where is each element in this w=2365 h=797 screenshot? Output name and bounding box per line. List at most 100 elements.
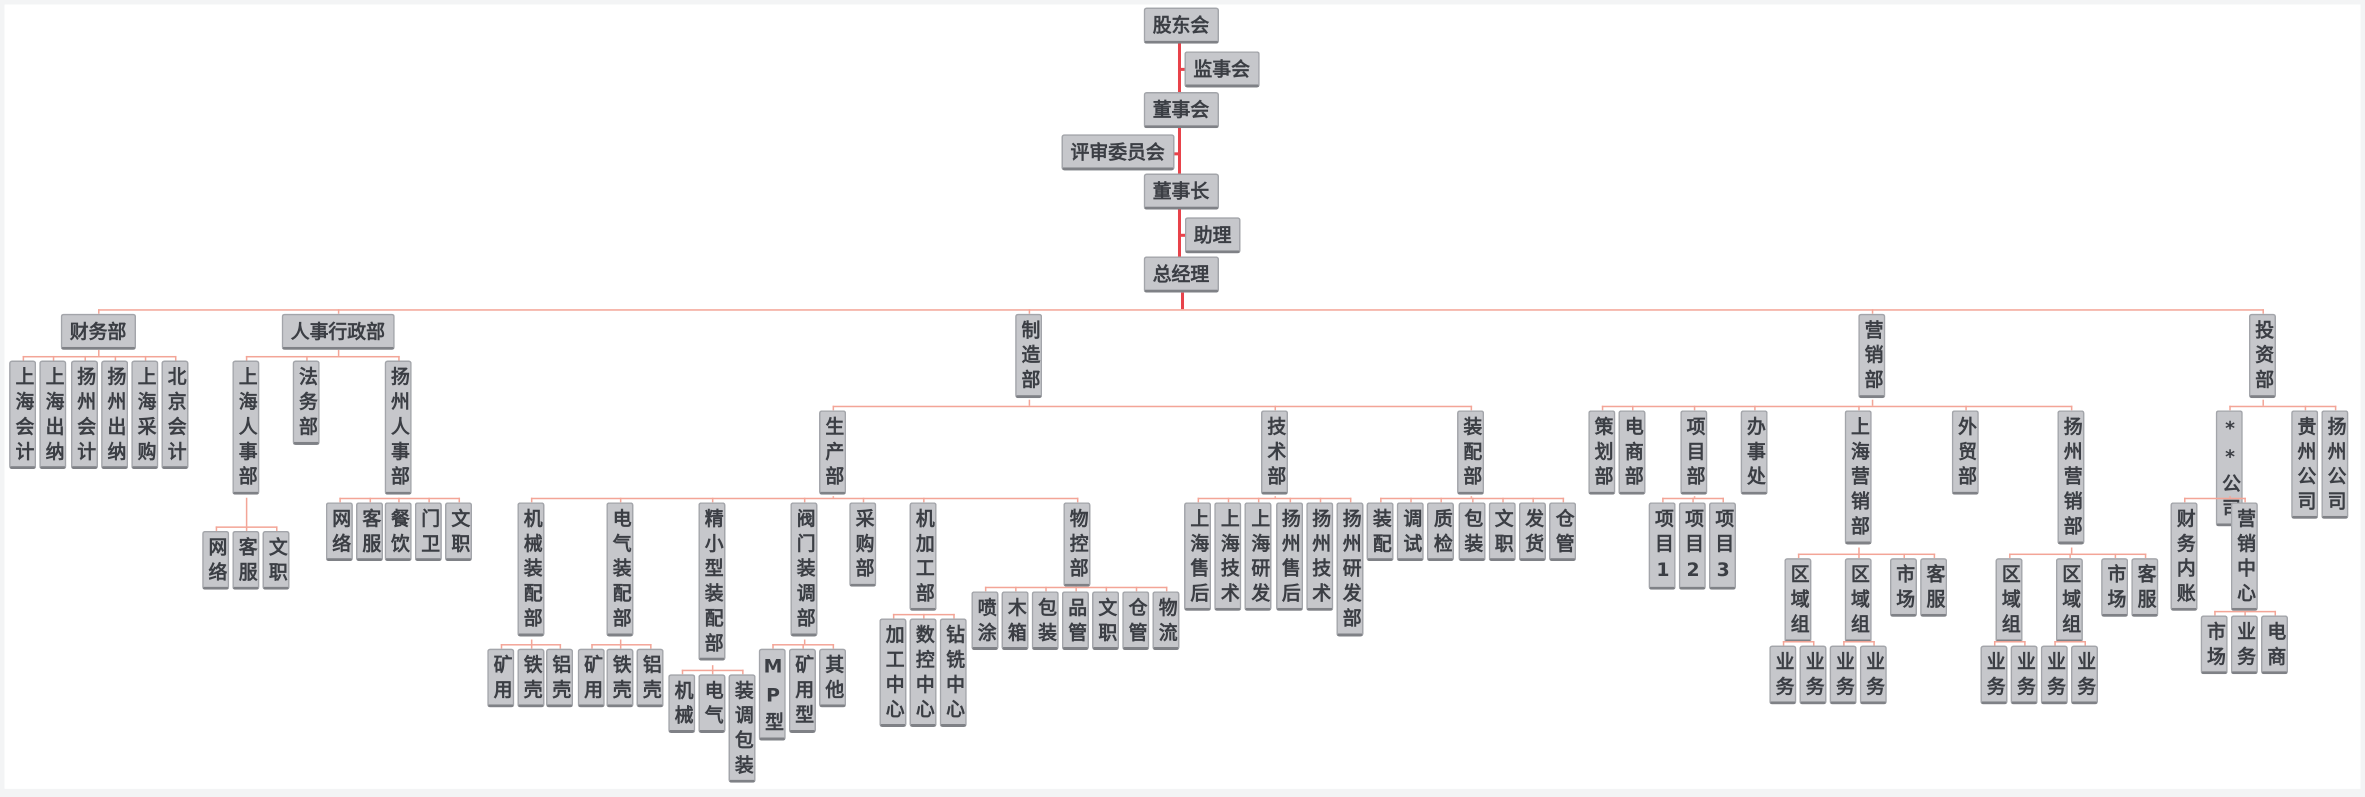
org-node[interactable]: 上海营销部 [1844, 410, 1872, 544]
org-node[interactable]: 包装 [1457, 502, 1486, 562]
org-node[interactable]: 采购部 [849, 502, 877, 586]
general-manager-node[interactable]: 总经理 [1143, 256, 1219, 293]
org-node[interactable]: 业务 [1980, 645, 2008, 705]
org-node[interactable]: 电商 [2260, 615, 2289, 675]
org-node[interactable]: 上海会计 [9, 360, 37, 470]
org-node[interactable]: MP型 [758, 648, 786, 740]
org-node[interactable]: 品管 [1061, 591, 1089, 651]
org-node[interactable]: 文职 [1488, 502, 1516, 562]
org-node[interactable]: 电商部 [1618, 410, 1646, 494]
org-node[interactable]: 客服 [232, 530, 260, 590]
org-node[interactable]: 餐饮 [384, 502, 412, 562]
org-node[interactable]: 营销部 [1858, 313, 1886, 398]
org-node[interactable]: 文职 [1092, 591, 1120, 651]
org-node[interactable]: 电气装配部 [606, 502, 634, 636]
org-node[interactable]: 业务 [2010, 645, 2038, 705]
org-node[interactable]: 矿用型 [788, 648, 816, 733]
org-node[interactable]: 铁壳 [606, 648, 634, 708]
org-node[interactable]: 业务 [2230, 615, 2258, 675]
org-node[interactable]: 投资部 [2248, 313, 2277, 398]
org-node[interactable]: 区域组 [1784, 558, 1812, 642]
org-node[interactable]: 项目3 [1708, 502, 1737, 590]
org-node[interactable]: 网络 [325, 502, 353, 562]
org-node[interactable]: 业务 [1769, 645, 1797, 705]
org-node[interactable]: 喷涂 [971, 591, 999, 651]
org-node[interactable]: 客服 [1920, 558, 1948, 617]
org-node[interactable]: 客服 [2131, 558, 2159, 617]
org-node[interactable]: 客服 [355, 502, 384, 562]
org-node[interactable]: 铝壳 [636, 648, 664, 708]
org-node[interactable]: 上海出纳 [39, 360, 67, 470]
org-node[interactable]: 文职 [444, 502, 473, 562]
org-node[interactable]: 办事处 [1740, 410, 1768, 494]
org-node[interactable]: 市场 [1889, 558, 1918, 617]
org-node[interactable]: 文职 [262, 530, 290, 590]
org-node[interactable]: 项目部 [1680, 410, 1708, 494]
org-node[interactable]: 装配 [1366, 502, 1394, 562]
org-node[interactable]: 电气 [698, 674, 726, 734]
org-node[interactable]: 网络 [202, 530, 230, 590]
org-node[interactable]: 装调包装 [728, 674, 756, 783]
org-node[interactable]: 门卫 [414, 502, 442, 562]
org-node[interactable]: 上海技术 [1214, 502, 1242, 611]
org-node[interactable]: 北京会计 [161, 360, 189, 470]
org-node[interactable]: 外贸部 [1951, 410, 1979, 494]
org-node[interactable]: 扬州营销部 [2057, 410, 2085, 544]
assistant-node[interactable]: 助理 [1184, 217, 1241, 254]
org-node[interactable]: 扬州会计 [70, 360, 99, 470]
org-node[interactable]: 物控部 [1063, 502, 1091, 586]
org-node[interactable]: 业务 [2040, 645, 2068, 705]
org-node[interactable]: 调试 [1396, 502, 1425, 562]
shareholders-node[interactable]: 股东会 [1143, 7, 1219, 44]
org-node[interactable]: 项目1 [1648, 502, 1676, 590]
org-node[interactable]: 贵州公司 [2291, 410, 2319, 519]
org-node[interactable]: 上海研发 [1244, 502, 1273, 611]
org-node[interactable]: 阀门装调部 [790, 502, 818, 636]
org-node[interactable]: 区域组 [2055, 558, 2083, 642]
org-node[interactable]: 区域组 [1844, 558, 1872, 642]
org-node[interactable]: 仓管 [1122, 591, 1150, 651]
org-node[interactable]: 钻铣中心 [939, 618, 967, 728]
org-node[interactable]: 机加工部 [909, 502, 937, 611]
org-node[interactable]: 制造部 [1015, 313, 1043, 398]
org-node[interactable]: 技术部 [1260, 410, 1289, 494]
org-node[interactable]: 上海售后 [1184, 502, 1212, 611]
org-node[interactable]: 铝壳 [546, 648, 574, 708]
org-node[interactable]: 项目2 [1678, 502, 1706, 590]
org-node[interactable]: 机械 [668, 674, 696, 734]
org-node[interactable]: 矿用 [577, 648, 605, 708]
org-node[interactable]: 扬州研发部 [1336, 502, 1364, 636]
org-node[interactable]: 财务部 [60, 313, 136, 350]
org-node[interactable]: 营销中心 [2230, 502, 2258, 611]
org-node[interactable]: 矿用 [487, 648, 515, 708]
org-node[interactable]: 精小型装配部 [698, 502, 726, 661]
org-node[interactable]: 上海采购 [131, 360, 159, 470]
org-node[interactable]: 物流 [1152, 591, 1180, 651]
org-node[interactable]: 业务 [1799, 645, 1827, 705]
org-node[interactable]: 业务 [1829, 645, 1857, 705]
org-node[interactable]: 仓管 [1549, 502, 1577, 562]
org-node[interactable]: 法务部 [292, 360, 320, 445]
org-node[interactable]: 区域组 [1995, 558, 2023, 642]
org-node[interactable]: 业务 [1859, 645, 1887, 705]
org-node[interactable]: 铁壳 [517, 648, 545, 708]
review-committee-node[interactable]: 评审委员会 [1061, 134, 1174, 171]
org-node[interactable]: 市场 [2200, 615, 2228, 675]
org-node[interactable]: 加工中心 [879, 618, 907, 728]
org-node[interactable]: 扬州人事部 [384, 360, 412, 494]
org-node[interactable]: 业务 [2070, 645, 2099, 705]
org-node[interactable]: 上海人事部 [232, 360, 260, 494]
org-node[interactable]: 生产部 [819, 410, 847, 494]
org-node[interactable]: 市场 [2101, 558, 2129, 617]
org-node[interactable]: 扬州售后 [1275, 502, 1303, 611]
org-node[interactable]: 扬州技术 [1305, 502, 1334, 611]
org-node[interactable]: 扬州出纳 [101, 360, 129, 470]
org-node[interactable]: 策划部 [1588, 410, 1616, 494]
org-node[interactable]: 包装 [1031, 591, 1059, 651]
org-node[interactable]: 人事行政部 [281, 313, 395, 350]
org-node[interactable]: 木箱 [1001, 591, 1029, 651]
board-node[interactable]: 董事会 [1143, 92, 1219, 129]
org-node[interactable]: 装配部 [1457, 410, 1485, 494]
org-node[interactable]: 机械装配部 [517, 502, 545, 636]
org-node[interactable]: 发货 [1518, 502, 1547, 562]
